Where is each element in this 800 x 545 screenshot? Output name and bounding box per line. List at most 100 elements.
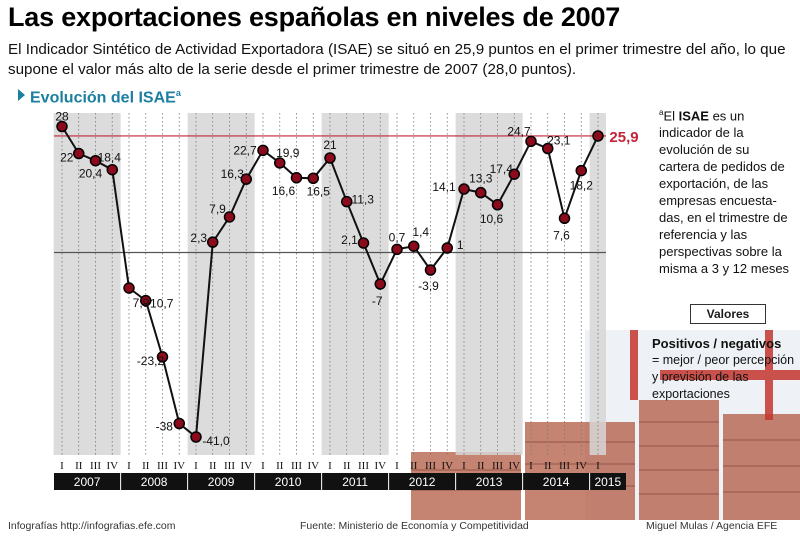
note-text-after: es un indicador de la evolución de su ca… — [659, 108, 790, 277]
quarter-tick-label: II — [343, 460, 351, 472]
quarter-tick-label: III — [157, 460, 168, 472]
quarter-tick-label: IV — [575, 460, 587, 472]
data-point — [558, 212, 571, 225]
data-label: -3,9 — [418, 279, 439, 293]
data-label: 19,9 — [276, 146, 300, 160]
quarter-tick-label: I — [596, 460, 600, 472]
data-label: 7,9 — [133, 296, 150, 310]
data-point — [391, 243, 403, 256]
data-point — [223, 211, 236, 223]
year-label: 2013 — [476, 475, 503, 489]
data-point — [123, 282, 135, 294]
data-point — [89, 154, 102, 167]
quarter-tick-label: II — [544, 460, 552, 472]
data-label: 18,2 — [570, 179, 594, 193]
page-title: Las exportaciones españolas en niveles d… — [8, 2, 621, 32]
quarter-tick-label: II — [142, 460, 150, 472]
quarter-tick-label: I — [529, 460, 533, 472]
quarter-tick-label: I — [261, 460, 265, 472]
note-text-before: El — [663, 108, 679, 124]
quarter-tick-label: III — [492, 460, 503, 472]
data-label: -38 — [156, 420, 174, 434]
data-point — [508, 168, 520, 180]
year-label: 2015 — [594, 475, 621, 489]
data-point — [374, 278, 386, 290]
quarter-tick-label: I — [328, 460, 332, 472]
chart-section-heading: Evolución del ISAEa — [18, 88, 181, 107]
note-bold-term: ISAE — [678, 108, 709, 124]
data-label: 22 — [60, 151, 74, 165]
quarter-tick-label: II — [209, 460, 217, 472]
quarter-tick-label: I — [127, 460, 131, 472]
data-point — [491, 199, 504, 211]
data-point — [240, 173, 252, 185]
data-point — [173, 417, 185, 430]
data-label: -23,2 — [137, 354, 165, 368]
data-label: -7 — [372, 294, 383, 308]
data-point — [257, 144, 269, 157]
data-label: -41,0 — [202, 434, 230, 448]
quarter-tick-label: III — [358, 460, 369, 472]
data-point — [156, 351, 169, 363]
data-label: 13,3 — [469, 172, 493, 186]
quarter-tick-label: III — [425, 460, 436, 472]
footer-source: Fuente: Ministerio de Economía y Competi… — [300, 520, 529, 532]
quarter-tick-label: I — [194, 460, 198, 472]
data-label: 28 — [55, 110, 69, 124]
data-point — [542, 142, 554, 155]
values-legend-box: Valores — [690, 304, 766, 324]
page-subtitle: El Indicador Sintético de Actividad Expo… — [8, 41, 786, 78]
data-point — [106, 163, 118, 176]
quarter-tick-label: III — [90, 460, 101, 472]
year-axis-bar — [54, 473, 626, 490]
data-point — [458, 183, 470, 195]
data-point — [475, 186, 487, 199]
data-label: 1,4 — [412, 225, 429, 239]
quarter-tick-label: II — [410, 460, 418, 472]
data-label: 24,7 — [507, 124, 531, 138]
data-label: 10,6 — [480, 212, 504, 226]
data-label: 7,6 — [553, 228, 570, 242]
quarter-tick-label: IV — [106, 460, 118, 472]
values-legend: Positivos / negativos = mejor / peor per… — [652, 335, 798, 403]
section-footnote-marker: a — [175, 88, 181, 98]
data-label: 0,7 — [389, 230, 406, 244]
year-band-2015 — [589, 113, 606, 455]
quarter-tick-label: I — [395, 460, 399, 472]
footer-author: Miguel Mulas / Agencia EFE — [646, 520, 778, 532]
data-label-latest: 25,9 — [609, 129, 638, 146]
data-label: 20,4 — [79, 167, 103, 181]
triangle-right-icon — [18, 89, 25, 102]
data-label: 16,3 — [221, 167, 245, 181]
year-label: 2010 — [275, 475, 302, 489]
year-label: 2012 — [409, 475, 436, 489]
data-point — [324, 152, 336, 164]
quarter-tick-label: I — [60, 460, 64, 472]
year-band-2009 — [187, 113, 255, 455]
year-label: 2009 — [208, 475, 235, 489]
data-label: 1 — [457, 238, 464, 252]
data-label: 21 — [323, 138, 337, 152]
quarter-tick-label: I — [462, 460, 466, 472]
data-label: 2,1 — [341, 233, 358, 247]
data-point — [441, 242, 453, 254]
data-point — [408, 240, 420, 252]
quarter-tick-label: III — [559, 460, 570, 472]
year-label: 2007 — [74, 475, 101, 489]
quarter-tick-label: IV — [173, 460, 185, 472]
section-label: Evolución del ISAE — [30, 89, 176, 107]
legend-title: Positivos / negativos — [652, 336, 782, 351]
data-label: 16,5 — [307, 184, 331, 198]
quarter-tick-label: III — [224, 460, 235, 472]
data-label: 11,3 — [352, 193, 375, 207]
year-label: 2011 — [342, 475, 368, 489]
footer-credits-left: Infografías http://infografias.efe.com — [8, 520, 176, 532]
data-label: 2,3 — [190, 231, 207, 245]
data-point — [73, 147, 85, 160]
quarter-tick-label: II — [477, 460, 485, 472]
data-point — [341, 195, 353, 208]
data-point — [207, 236, 219, 248]
data-label: 14,1 — [432, 180, 456, 194]
data-point — [357, 237, 370, 249]
